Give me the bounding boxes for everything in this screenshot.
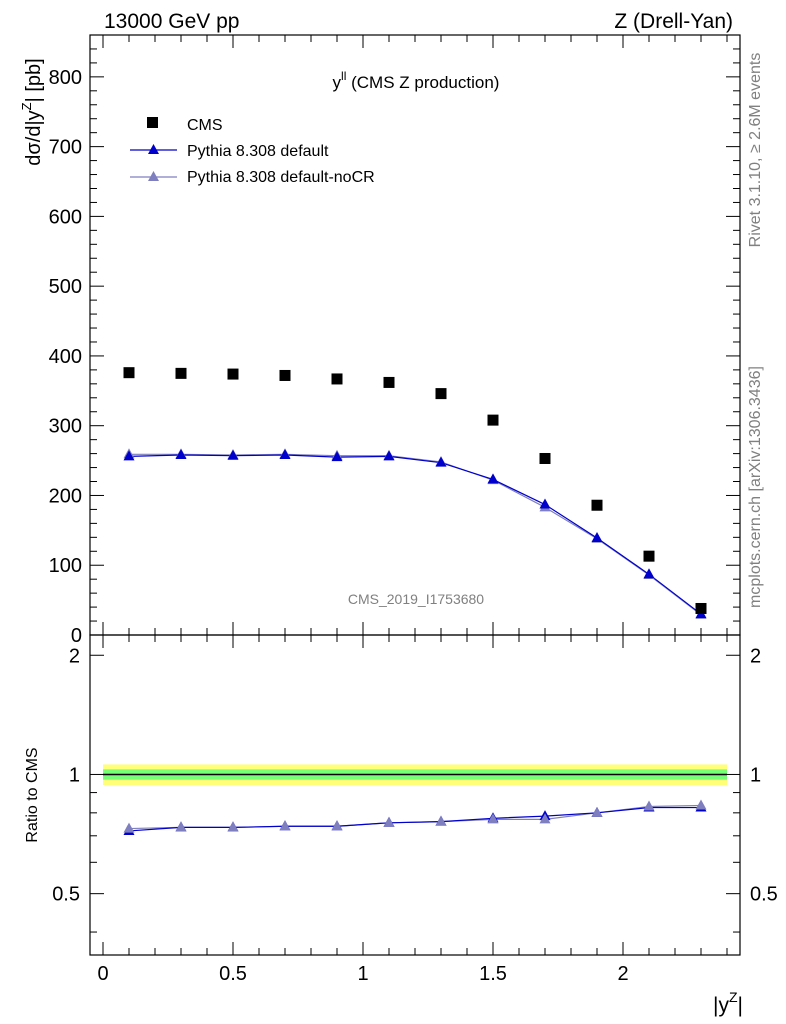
y-tick-label: 400 [49,346,82,368]
main-series [123,367,707,619]
ratio-point-nocr [487,813,499,824]
y-tick-label: 600 [49,206,82,228]
main-point-cms [123,367,135,379]
main-point-cms [331,373,343,385]
main-point-cms [383,376,395,388]
header-left: 13000 GeV pp [104,10,239,33]
legend-marker-default [148,144,159,154]
main-point-default [539,498,551,509]
x-tick-label: 1 [357,963,368,985]
main-point-default [643,568,655,579]
main-point-default [591,532,603,543]
main-point-cms [279,369,291,381]
ratio-point-nocr [591,806,603,817]
y-tick-label: 800 [49,67,82,89]
legend-label-default: Pythia 8.308 default [187,143,329,160]
x-tick-label: 0.5 [219,963,247,985]
ratio-y-tick-label-left: 0.5 [52,884,80,906]
ratio-point-nocr [643,800,655,811]
main-point-cms [539,452,551,464]
y-tick-label: 200 [49,485,82,507]
mcplots-label: mcplots.cern.ch [arXiv:1306.3436] [747,366,764,608]
y-tick-label: 300 [49,416,82,438]
rivet-label: Rivet 3.1.10, ≥ 2.6M events [747,53,764,248]
ratio-point-nocr [331,820,343,831]
main-point-default [279,449,291,459]
main-line-default [128,454,702,615]
main-point-cms [227,368,239,380]
ratio-line-nocr [128,804,702,830]
ratio-point-nocr [175,821,187,832]
ratio-line-default [128,806,701,832]
ratio-point-nocr [539,813,551,824]
ratio-y-tick-label-left: 2 [69,645,80,667]
main-point-cms [643,550,655,562]
main-point-cms [435,388,447,400]
ratio-error-band [103,764,727,786]
ratio-point-nocr [227,821,239,832]
legend-marker-cms [147,117,158,128]
main-point-default [383,450,395,461]
main-axis-ticks [90,35,740,636]
x-tick-labels: 0 0.5 1 1.5 2 [97,963,628,985]
main-point-default [435,456,447,467]
ratio-y-tick-labels: 0.5 0.5 1 1 2 2 [52,645,778,905]
main-point-cms [175,367,187,379]
ratio-frame [89,634,741,956]
ratio-y-tick-label-left: 1 [69,764,80,786]
main-point-default [123,450,135,461]
plot-title: yll (CMS Z production) [333,69,500,92]
main-point-default [487,473,499,484]
y-tick-label: 0 [71,625,82,647]
ratio-panel: 0.5 0.5 1 1 2 2 0 0.5 1 1.5 2 Ratio to CMS |yZ| [24,634,778,1017]
main-point-default [331,451,343,462]
ratio-y-tick-label-right: 0.5 [750,884,778,906]
ratio-point-nocr [123,822,135,833]
main-point-cms [695,602,707,614]
main-panel: 0 100 200 300 400 500 600 700 800 yll (CMS Z pro… [19,34,741,647]
x-tick-label: 0 [97,963,108,985]
header-right: Z (Drell-Yan) [614,10,733,33]
main-point-cms [487,414,499,426]
legend-label-nocr: Pythia 8.308 default-noCR [187,169,375,186]
ratio-point-nocr [279,820,291,831]
ratio-y-axis-label: Ratio to CMS [24,747,41,842]
legend-label-cms: CMS [187,117,223,134]
ratio-axis-ticks [90,635,740,955]
main-point-cms [591,499,603,511]
legend: CMS Pythia 8.308 default Pythia 8.308 de… [130,117,375,186]
y-tick-label: 700 [49,137,82,159]
main-point-default [175,449,187,459]
ratio-point-nocr [435,815,447,826]
main-point-default [227,449,239,460]
x-tick-label: 1.5 [479,963,507,985]
ratio-y-tick-label-right: 1 [750,764,761,786]
ratio-series [123,799,707,835]
ratio-y-tick-label-right: 2 [750,645,761,667]
main-y-tick-labels: 0 100 200 300 400 500 600 700 800 [49,67,82,647]
y-tick-label: 500 [49,276,82,298]
analysis-label: CMS_2019_I1753680 [348,591,484,607]
ratio-point-nocr [383,816,395,827]
x-tick-label: 2 [617,963,628,985]
legend-marker-nocr [148,171,159,181]
ratio-point-nocr [695,799,707,810]
x-axis-label: |yZ| [713,989,743,1017]
main-y-axis-label: dσ/d|yZ| [pb] [19,58,45,165]
y-tick-label: 100 [49,555,82,577]
